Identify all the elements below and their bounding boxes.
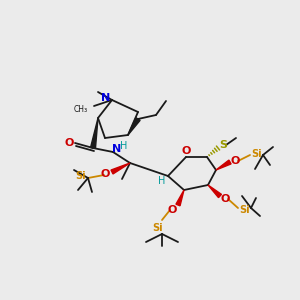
Polygon shape bbox=[128, 118, 140, 135]
Text: N: N bbox=[112, 144, 122, 154]
Text: CH₃: CH₃ bbox=[74, 106, 88, 115]
Text: O: O bbox=[64, 138, 74, 148]
Text: S: S bbox=[219, 140, 227, 150]
Text: O: O bbox=[100, 169, 110, 179]
Polygon shape bbox=[208, 185, 221, 198]
Text: H: H bbox=[120, 141, 128, 151]
Text: Si: Si bbox=[76, 171, 86, 181]
Text: O: O bbox=[181, 146, 191, 156]
Text: O: O bbox=[167, 205, 177, 215]
Polygon shape bbox=[216, 160, 231, 170]
Polygon shape bbox=[91, 118, 98, 148]
Polygon shape bbox=[111, 163, 130, 174]
Text: Si: Si bbox=[252, 149, 262, 159]
Text: Si: Si bbox=[240, 205, 250, 215]
Text: H: H bbox=[158, 176, 166, 186]
Text: N: N bbox=[101, 93, 111, 103]
Text: O: O bbox=[230, 156, 240, 166]
Text: Si: Si bbox=[153, 223, 163, 233]
Text: O: O bbox=[220, 194, 230, 204]
Polygon shape bbox=[176, 190, 184, 206]
